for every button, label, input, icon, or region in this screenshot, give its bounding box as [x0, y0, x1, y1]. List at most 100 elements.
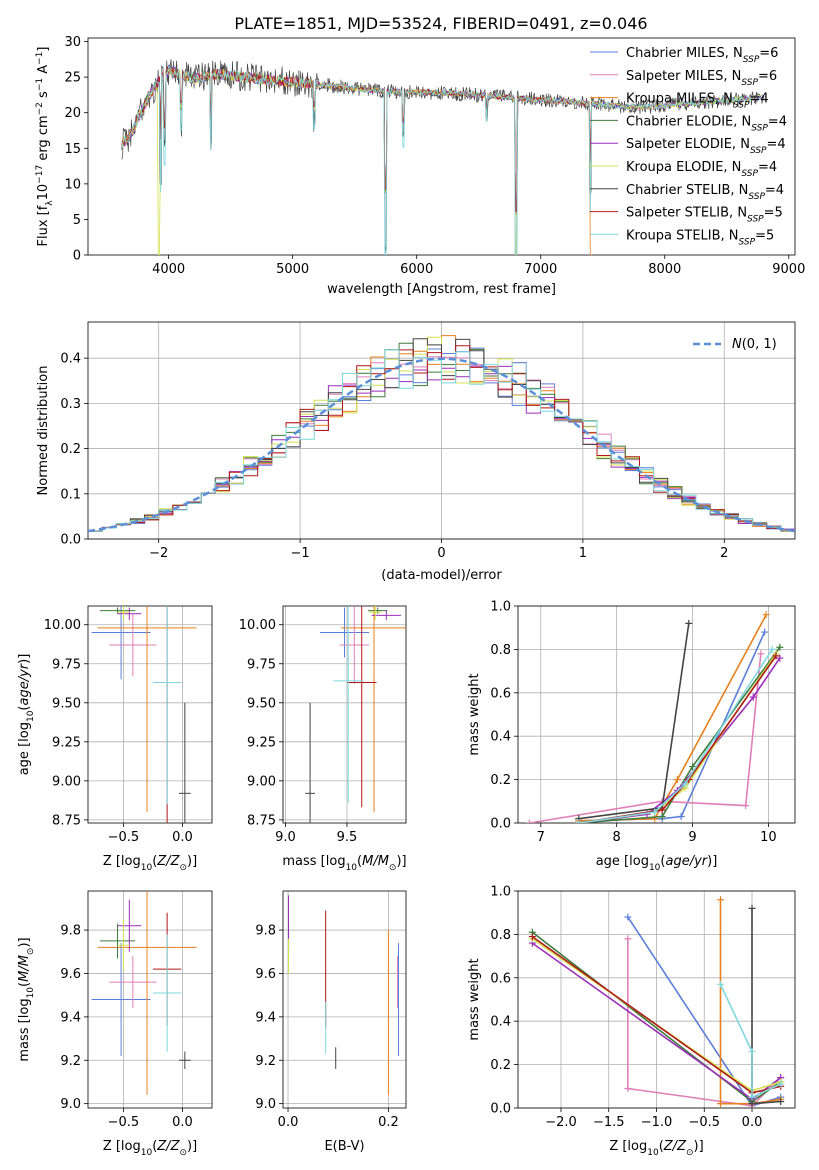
- weight-marker: [677, 812, 685, 820]
- label-part: Z/Z: [156, 1139, 180, 1154]
- weight-marker: [658, 812, 666, 820]
- label-part: SSP: [751, 123, 768, 133]
- x-tick-label: 7000: [524, 262, 557, 277]
- weight-marker: [748, 1048, 756, 1056]
- residual-panel: −2 −1 0 1 2 0.0 0.1 0.2 0.3 0.4 (data-model)/error…: [36, 321, 796, 583]
- y-tick-label: 9.75: [247, 657, 276, 672]
- label-part: =5: [764, 206, 783, 221]
- label-part: mass [log: [17, 998, 32, 1061]
- weight-lines: [525, 611, 784, 823]
- plot-frame: [517, 890, 796, 1109]
- weight-series-2: [529, 653, 762, 823]
- label-part: SSP: [741, 169, 758, 179]
- spectrum-panel: 4000 5000 6000 7000 8000 9000 0 5 10 15 20 25 30 wave…: [35, 35, 805, 297]
- label-part: −17: [35, 165, 45, 184]
- plot-frame: [282, 890, 407, 1109]
- x-axis-label: Z [log10(Z/Z⊙)]: [103, 854, 197, 873]
- weight-series-9: [719, 983, 782, 1099]
- label-part: 10: [141, 1148, 153, 1158]
- label-part: ⊙: [179, 1148, 187, 1158]
- label-part: Z/Z: [663, 1139, 687, 1154]
- age_vs_mass-panel: 9.0 9.5 8.75 9.00 9.25 9.50 9.75 10.00 mass [log…: [239, 605, 407, 873]
- y-tick-label: 5: [73, 213, 81, 228]
- label-part: SSP: [748, 192, 765, 202]
- y-tick-label: 0.0: [490, 817, 511, 832]
- label-part: =4: [758, 160, 777, 175]
- x-tick-label: 9: [688, 830, 696, 845]
- legend-label: N(0, 1): [732, 337, 777, 352]
- y-axis-label: mass weight: [467, 673, 482, 755]
- label-part: M/M: [17, 955, 32, 982]
- x-tick-label: 0.2: [378, 1115, 399, 1130]
- weight-marker: [681, 780, 689, 788]
- label-part: SSP: [747, 215, 764, 225]
- x-tick-label: −0.5: [108, 1115, 140, 1130]
- weight-marker: [777, 1080, 785, 1088]
- x-tick-label: 0.0: [742, 1115, 763, 1130]
- x-tick-label: −0.5: [108, 830, 140, 845]
- y-axis-label: Normed distribution: [36, 366, 51, 496]
- weight-marker: [748, 1093, 756, 1101]
- errorbars: [91, 606, 197, 823]
- errorbars: [91, 891, 197, 1095]
- weight-marker: [748, 1100, 756, 1108]
- label-part: SSP: [739, 237, 756, 247]
- weight-marker: [689, 763, 697, 771]
- weight-marker: [575, 819, 583, 823]
- histograms: [88, 335, 795, 533]
- x-tick-label: 8: [613, 830, 621, 845]
- errorbars: [305, 606, 406, 823]
- label-part: =4: [768, 114, 787, 129]
- y-tick-label: 9.25: [52, 735, 81, 750]
- x-tick-label: −2.0: [545, 1115, 577, 1130]
- x-axis-label: (data-model)/error: [381, 568, 502, 583]
- weight-marker: [624, 935, 632, 943]
- y-tick-label: 10.00: [239, 618, 276, 633]
- y-tick-label: 0.2: [60, 442, 81, 457]
- label-part: Z [log: [103, 854, 141, 869]
- x-tick-label: 8000: [648, 262, 681, 277]
- label-part: )]: [187, 1139, 197, 1154]
- label-part: 10: [141, 863, 153, 873]
- y-tick-label: 0.0: [60, 533, 81, 548]
- y-tick-label: 8.75: [247, 813, 276, 828]
- legend-label: Kroupa MILES, NSSP=4: [626, 92, 769, 111]
- weight-marker: [685, 619, 693, 627]
- label-part: Z/Z: [156, 854, 180, 869]
- x-tick-label: 6000: [400, 262, 433, 277]
- x-tick-label: 9.5: [337, 830, 358, 845]
- y-axis-label: mass [log10(M/M⊙)]: [17, 937, 36, 1061]
- label-part: SSP: [733, 101, 750, 111]
- y-tick-label: 0.3: [60, 397, 81, 412]
- y-tick-label: 9.50: [52, 696, 81, 711]
- y-tick-label: 1.0: [490, 600, 511, 615]
- plot-frame: [517, 605, 796, 824]
- weight-series-3: [578, 614, 767, 822]
- y-tick-label: 9.2: [60, 1054, 81, 1069]
- label-part: =6: [758, 69, 777, 84]
- label-part: ]: [36, 47, 51, 52]
- label-part: (: [152, 854, 157, 869]
- x-axis-label: Z [log10(Z/Z⊙)]: [103, 1139, 197, 1158]
- y-tick-label: 9.8: [255, 924, 276, 939]
- label-part: 10: [649, 863, 661, 873]
- normal-reference-curve: [88, 357, 795, 533]
- y-tick-label: 0.4: [490, 1015, 511, 1030]
- weight-series-1: [578, 631, 766, 822]
- y-tick-label: 10.00: [44, 618, 81, 633]
- weight-marker: [624, 913, 632, 921]
- label-part: age/yr: [665, 854, 708, 869]
- y-tick-label: 0.2: [490, 773, 511, 788]
- y-tick-label: 9.6: [60, 967, 81, 982]
- label-part: =6: [759, 46, 778, 61]
- label-part: Chabrier STELIB, N: [626, 183, 748, 198]
- label-part: (: [17, 706, 32, 711]
- label-part: =4: [749, 92, 768, 107]
- label-part: )]: [694, 1139, 704, 1154]
- y-tick-label: 9.8: [60, 924, 81, 939]
- weight-marker: [658, 806, 666, 814]
- label-part: (0, 1): [742, 337, 777, 352]
- y-tick-label: 0.4: [60, 352, 81, 367]
- y-tick-label: 9.00: [52, 774, 81, 789]
